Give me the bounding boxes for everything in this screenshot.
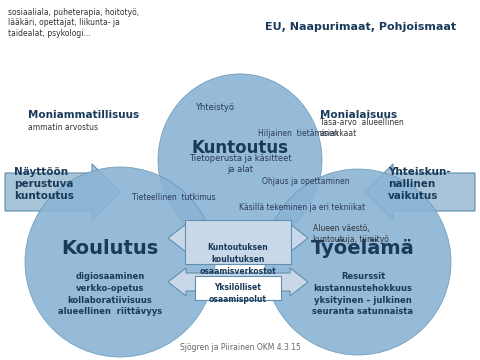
Polygon shape — [168, 268, 308, 296]
Ellipse shape — [265, 169, 451, 355]
Text: Yhteistyö: Yhteistyö — [195, 104, 235, 112]
Text: Tasa-arvo  alueellinen
asiakkaat: Tasa-arvo alueellinen asiakkaat — [320, 118, 404, 138]
Text: Tieteellinen  tutkimus: Tieteellinen tutkimus — [132, 194, 216, 202]
Text: Koulutus: Koulutus — [61, 238, 158, 257]
Text: Hiljainen  tietäminen: Hiljainen tietäminen — [258, 129, 338, 138]
Text: Yksilölliset
osaamispolut: Yksilölliset osaamispolut — [209, 283, 267, 304]
Ellipse shape — [158, 74, 322, 246]
Text: EU, Naapurimaat, Pohjoismaat: EU, Naapurimaat, Pohjoismaat — [265, 22, 456, 32]
Text: Työelämä: Työelämä — [311, 238, 415, 257]
Text: ammatin arvostus: ammatin arvostus — [28, 123, 98, 132]
Text: Yhteiskun-
nallinen
vaikutus: Yhteiskun- nallinen vaikutus — [388, 167, 451, 201]
Text: Monialaisuus: Monialaisuus — [320, 110, 397, 120]
Polygon shape — [365, 164, 475, 220]
FancyBboxPatch shape — [195, 276, 281, 300]
Text: Alueen väestö,
kuntoutuja, tiimityö: Alueen väestö, kuntoutuja, tiimityö — [313, 224, 389, 244]
Text: Kuntoutuksen
koulutuksen
osaamisverkostot: Kuntoutuksen koulutuksen osaamisverkosto… — [200, 243, 276, 276]
Ellipse shape — [25, 167, 215, 357]
Text: Tietoperusta ja käsitteet
ja alat: Tietoperusta ja käsitteet ja alat — [189, 154, 291, 174]
Polygon shape — [5, 164, 120, 220]
Text: Moniammatillisuus: Moniammatillisuus — [28, 110, 139, 120]
Text: Käsillä tekeminen ja eri tekniikat: Käsillä tekeminen ja eri tekniikat — [239, 203, 365, 212]
Text: digiosaaminen
verkko-opetus
kollaboratiivisuus
alueellinen  riittävyys: digiosaaminen verkko-opetus kollaboratii… — [58, 272, 162, 316]
Text: Sjögren ja Piirainen OKM 4.3.15: Sjögren ja Piirainen OKM 4.3.15 — [180, 343, 300, 352]
Polygon shape — [168, 224, 308, 252]
Text: Kuntoutus: Kuntoutus — [192, 139, 288, 157]
FancyBboxPatch shape — [185, 220, 291, 264]
Text: Ohjaus ja opettaminen: Ohjaus ja opettaminen — [262, 177, 350, 186]
Text: Näyttöön
perustuva
kuntoutus: Näyttöön perustuva kuntoutus — [14, 167, 74, 201]
Text: sosiaaliala, puheterapia, hoitotyö,
lääkäri, opettajat, liikunta- ja
taidealat, : sosiaaliala, puheterapia, hoitotyö, lääk… — [8, 8, 139, 38]
Text: Resurssit
kustannustehokkuus
yksityinen – julkinen
seuranta satunnaista: Resurssit kustannustehokkuus yksityinen … — [312, 272, 413, 316]
